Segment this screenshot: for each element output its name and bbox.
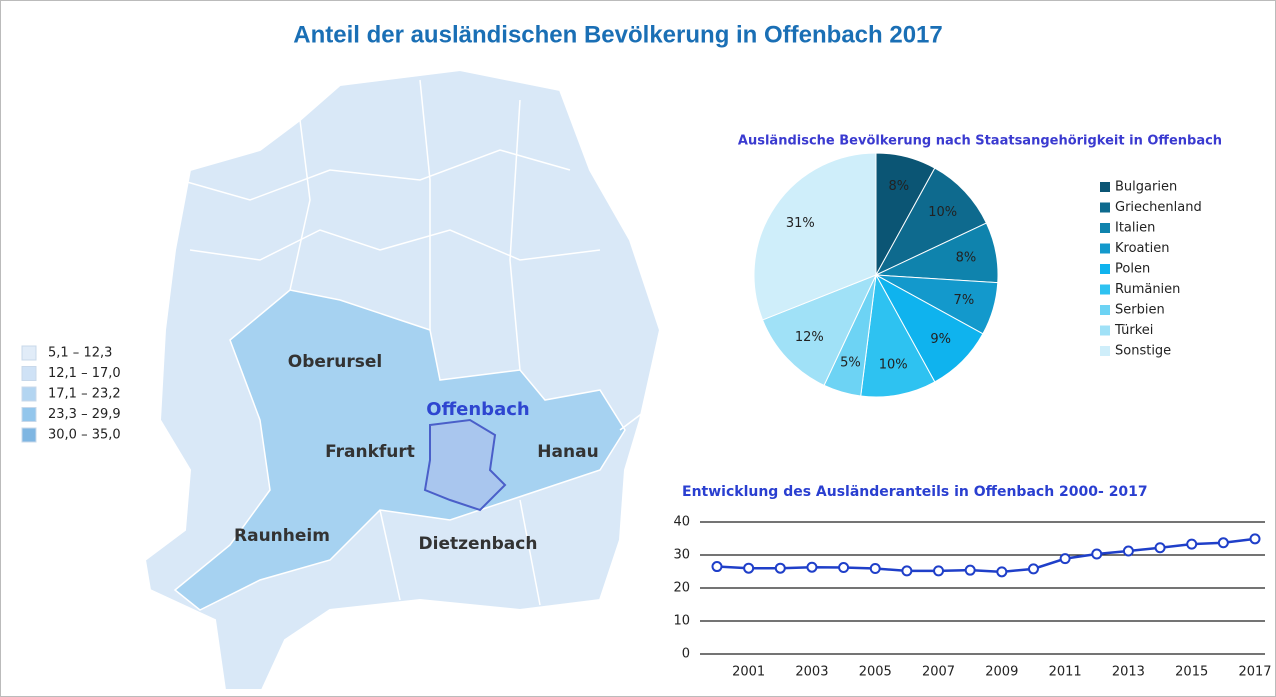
line-point — [996, 566, 1008, 578]
legend-label: 17,1 – 23,2 — [48, 387, 121, 402]
line-point — [964, 564, 976, 576]
x-tick-label: 2017 — [1238, 665, 1271, 680]
x-tick-label: 2005 — [859, 665, 892, 680]
legend-swatch — [1100, 182, 1110, 192]
line-point — [1059, 553, 1071, 565]
y-tick-label: 30 — [673, 548, 690, 563]
y-tick-label: 40 — [673, 515, 690, 530]
y-tick-label: 20 — [673, 581, 690, 596]
legend-swatch — [21, 427, 37, 443]
main-title: Anteil der ausländischen Bevölkerung in … — [293, 21, 943, 48]
legend-swatch — [1100, 305, 1110, 315]
line-point — [1091, 548, 1103, 560]
legend-swatch — [1100, 284, 1110, 295]
legend-swatch — [1100, 243, 1110, 254]
x-tick-label: 2011 — [1049, 665, 1082, 680]
legend-label: Türkei — [1114, 323, 1153, 338]
legend-swatch — [1100, 346, 1110, 356]
x-tick-label: 2013 — [1112, 665, 1145, 680]
line-point — [774, 562, 786, 574]
pie-slice — [874, 167, 988, 277]
legend-swatch — [1100, 264, 1110, 274]
pie-title: Ausländische Bevölkerung nach Staatsange… — [738, 134, 1222, 149]
line-point — [1249, 533, 1261, 545]
x-tick-label: 2001 — [732, 665, 765, 680]
line-point — [1027, 563, 1039, 575]
place-label: Raunheim — [234, 526, 330, 546]
frankfurt-area — [173, 289, 626, 611]
line-point — [1217, 537, 1229, 549]
pie-slice — [860, 273, 936, 398]
pie-label: 5% — [840, 355, 861, 370]
legend-swatch — [21, 386, 37, 402]
pie-slice — [753, 152, 877, 321]
legend-label: Serbien — [1115, 303, 1165, 318]
x-tick-label: 2015 — [1175, 665, 1208, 680]
legend-label: 30,0 – 35,0 — [48, 428, 121, 443]
line-point — [806, 561, 818, 573]
y-tick-label: 0 — [682, 647, 690, 662]
line-point — [869, 563, 881, 575]
map-legend: 5,1 – 12,3 12,1 – 17,0 17,1 – 23,2 23,3 – 2… — [21, 345, 121, 443]
place-label: Dietzenbach — [419, 534, 538, 554]
legend-swatch — [1100, 202, 1110, 213]
line-point — [1186, 538, 1198, 550]
y-tick-label: 10 — [673, 614, 690, 629]
x-tick-label: 2003 — [795, 665, 828, 680]
legend-swatch — [1100, 325, 1110, 336]
legend-label: 23,3 – 29,9 — [48, 407, 121, 422]
pie-label: 10% — [928, 205, 957, 220]
pie-label: 31% — [786, 216, 815, 231]
district-borders — [179, 79, 661, 606]
line-point — [743, 562, 755, 574]
pie-slice — [761, 274, 877, 387]
pie-label: 8% — [888, 179, 909, 194]
line-point — [1154, 542, 1166, 554]
offenbach-outline — [423, 418, 507, 512]
legend-label: Polen — [1115, 262, 1150, 277]
legend-label: 12,1 – 17,0 — [48, 366, 121, 381]
legend-swatch — [1100, 223, 1110, 233]
legend-label: Kroatien — [1115, 241, 1169, 256]
legend-label: Griechenland — [1115, 200, 1202, 215]
line-point — [933, 565, 945, 577]
legend-swatch — [21, 366, 37, 381]
legend-swatch — [21, 345, 37, 361]
line-point — [711, 561, 723, 573]
x-tick-label: 2009 — [985, 665, 1018, 680]
place-label: Frankfurt — [325, 442, 415, 462]
place-label: Offenbach — [426, 399, 529, 420]
pie-label: 8% — [956, 250, 977, 265]
pie-label: 7% — [954, 293, 975, 308]
legend-label: Rumänien — [1115, 282, 1180, 297]
legend-swatch — [21, 407, 37, 422]
x-tick-label: 2007 — [922, 665, 955, 680]
legend-label: Italien — [1115, 221, 1155, 236]
place-label: Oberursel — [288, 352, 383, 372]
pie-label: 12% — [795, 330, 824, 345]
pie-label: 9% — [930, 332, 951, 347]
line-point — [838, 562, 850, 574]
line-point — [1122, 545, 1134, 557]
place-label: Hanau — [537, 442, 598, 462]
legend-label: Sonstige — [1115, 344, 1171, 359]
line-title: Entwicklung des Ausländeranteils in Offe… — [682, 484, 1148, 500]
legend-label: 5,1 – 12,3 — [48, 346, 112, 361]
legend-label: Bulgarien — [1115, 180, 1177, 195]
line-point — [901, 565, 913, 577]
map: Oberursel Frankfurt Offenbach Hanau Raun… — [143, 68, 662, 691]
pie-label: 10% — [879, 357, 908, 372]
